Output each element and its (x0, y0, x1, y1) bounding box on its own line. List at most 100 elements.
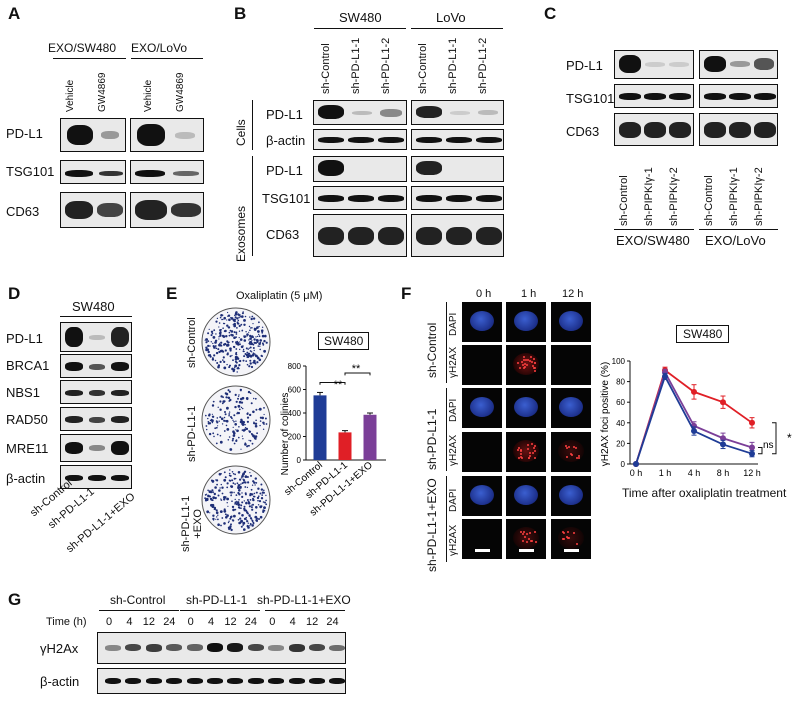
colony-dot (253, 359, 256, 363)
colony-dot (228, 331, 231, 334)
foci-dot (562, 531, 565, 534)
colony-dot (252, 503, 254, 506)
colony-dot (232, 419, 234, 421)
foci-dot (518, 457, 521, 460)
colony-dot (236, 502, 240, 505)
colony-dot (232, 324, 234, 326)
colony-dot (204, 497, 206, 500)
colony-dot (251, 520, 254, 523)
colony-dot (226, 482, 229, 485)
panel-f-group-1: sh-Control (425, 322, 439, 378)
panel-d-underline (60, 316, 132, 317)
colony-dot (206, 510, 210, 514)
colony-dot (259, 345, 261, 347)
colony-dot (264, 417, 267, 420)
colony-dot (239, 478, 242, 481)
panel-b-lane-3: sh-PD-L1-2 (380, 37, 392, 94)
foci-dot (520, 452, 523, 455)
colony-dot (218, 322, 221, 324)
colony-dot (227, 439, 230, 441)
colony-dot (219, 510, 223, 513)
colony-dot (263, 335, 266, 337)
colony-dot (247, 512, 249, 515)
colony-dot (230, 485, 234, 488)
panel-c-lane-4: sh-Control (703, 175, 715, 226)
colony-dot (244, 353, 247, 355)
panel-c-blot-cd63-2 (699, 113, 778, 146)
micrograph-tile (506, 476, 546, 516)
line-y-tick-label: 60 (616, 398, 625, 407)
colony-dot (244, 442, 247, 444)
colony-dot (232, 430, 235, 433)
foci-dot (522, 359, 525, 362)
colony-dot (228, 413, 231, 415)
colony-dot (238, 499, 240, 501)
colony-dot (226, 428, 230, 431)
colony-dot (234, 498, 236, 501)
panel-d-title: SW480 (72, 299, 115, 314)
colony-dot (235, 333, 238, 335)
colony-dot (251, 315, 254, 318)
colony-dot (246, 412, 249, 415)
colony-dot (249, 316, 251, 318)
foci-dot (527, 358, 529, 361)
panel-d-blot-brca1 (60, 354, 132, 378)
panel-c-group1: EXO/SW480 (616, 233, 690, 248)
colony-dot (206, 428, 208, 431)
panel-f-sig-ns: ns (763, 440, 774, 451)
colony-dot (230, 523, 232, 526)
foci-dot (572, 446, 575, 449)
colony-dot (241, 475, 243, 478)
colony-dot (214, 345, 217, 347)
colony-dot (252, 361, 255, 364)
colony-dot (237, 506, 241, 509)
panel-a-group2: EXO/LoVo (131, 41, 188, 55)
panel-f-line-chart: γH2AX foci positive (%) 0 20 40 60 80 100 0 h 1… (600, 357, 792, 478)
panel-g-underline-1 (99, 610, 179, 611)
colony-dot (257, 504, 260, 506)
colony-dot (212, 481, 214, 483)
colony-dot (212, 336, 216, 339)
panel-b-row-tsg101: TSG101 (262, 191, 311, 206)
micrograph-tile (462, 388, 502, 428)
colony-dot (238, 408, 241, 411)
foci-dot (530, 540, 533, 543)
colony-dot (250, 488, 253, 491)
foci-dot (517, 449, 520, 452)
panel-c-row-tsg101: TSG101 (566, 91, 615, 106)
colony-dot (258, 342, 261, 345)
colony-dot (241, 492, 243, 494)
colony-dot (253, 492, 256, 495)
panel-c-group2: EXO/LoVo (705, 233, 766, 248)
colony-dot (244, 475, 248, 478)
colony-dot (223, 416, 226, 419)
colony-dot (220, 499, 223, 501)
colony-dot (233, 514, 236, 518)
colony-dot (258, 500, 262, 503)
colony-dot (229, 364, 231, 367)
colony-dot (213, 506, 217, 510)
colony-dot (251, 484, 254, 486)
colony-dot (253, 338, 256, 341)
panel-a-lane-4: GW4869 (175, 72, 186, 112)
colony-dot (227, 311, 229, 314)
colony-dot (231, 439, 234, 442)
colony-dot (231, 334, 234, 337)
bar (338, 432, 352, 460)
colony-dot (237, 397, 239, 400)
g-actin-band (145, 678, 162, 684)
g-band (329, 644, 345, 651)
colony-dot (243, 505, 246, 508)
colony-dot (239, 486, 242, 489)
colony-dot (242, 350, 245, 353)
panel-b-blot-cd63-2 (411, 214, 504, 257)
g-actin-band (288, 678, 305, 684)
micrograph-tile (551, 302, 591, 342)
panel-a-underline-2 (131, 58, 203, 59)
colony-dot (250, 365, 254, 369)
colony-dot (218, 343, 221, 347)
colony-dot (236, 341, 240, 345)
colony-dot (236, 367, 239, 370)
colony-dot (217, 523, 220, 526)
colony-dot (243, 319, 246, 322)
